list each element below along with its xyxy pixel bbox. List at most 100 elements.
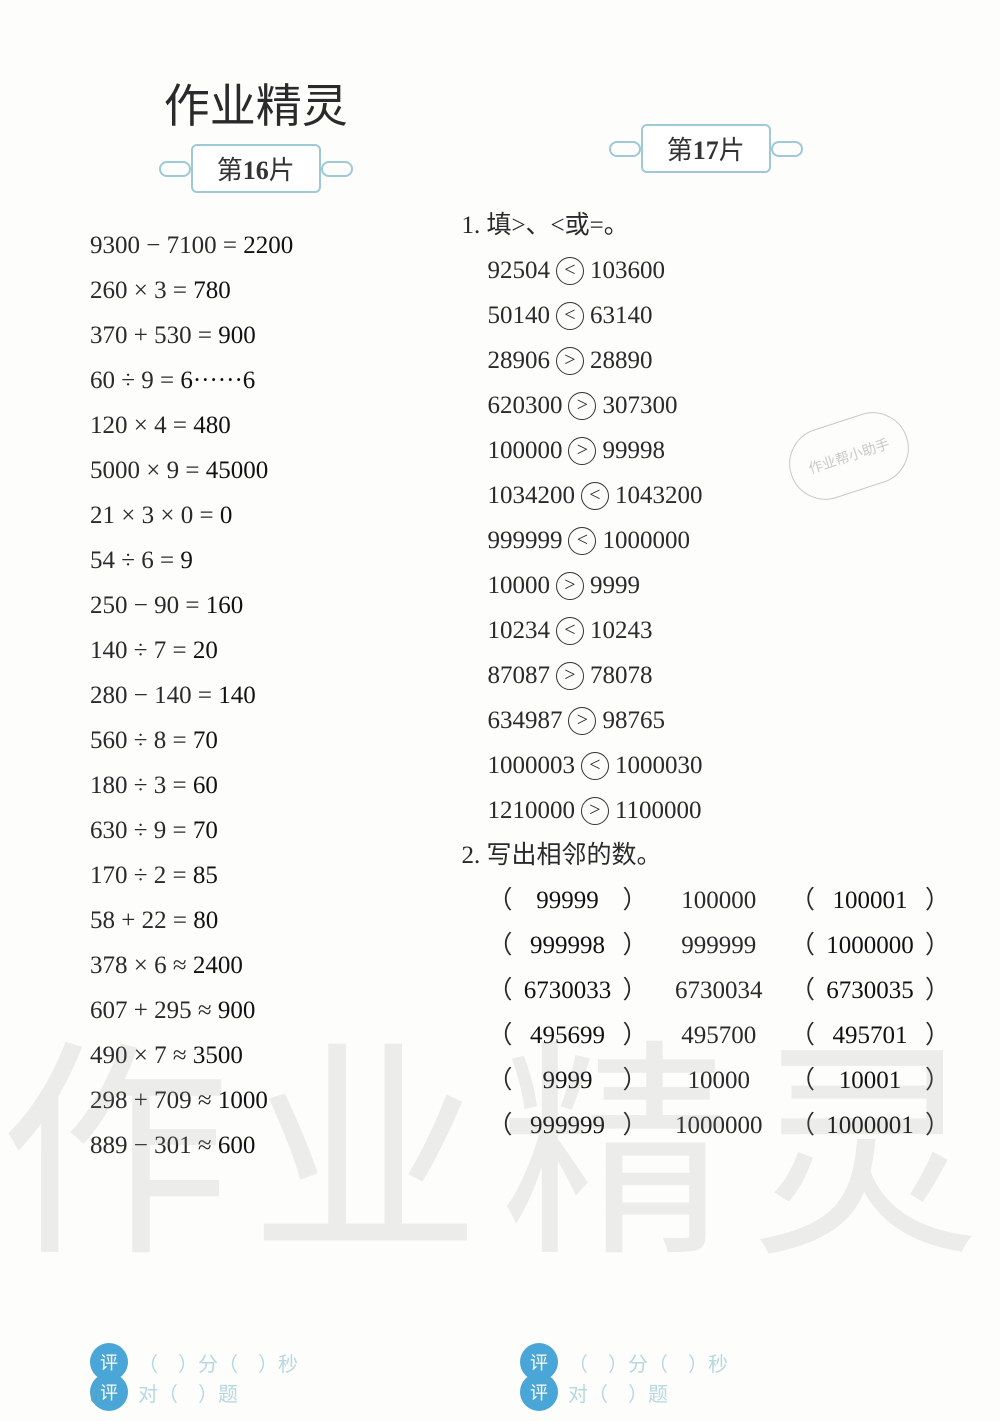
equation-expression: 889 − 301 ≈ [90, 1132, 218, 1159]
review-badge-icon: 评 [520, 1373, 558, 1411]
adjacent-middle: 10000 [654, 1058, 784, 1103]
adjacent-row: （495699） 495700 （495701） [487, 1013, 950, 1058]
equation-answer: 9 [180, 547, 193, 574]
paren-close: ） [925, 977, 950, 1004]
equation-row: 630 ÷ 9 = 70 [90, 808, 421, 853]
paren-open: （ [487, 932, 512, 959]
adjacent-after: 495701 [815, 1013, 925, 1058]
comparison-left: 10234 [487, 617, 550, 644]
paren-open: （ [487, 1112, 512, 1139]
equation-answer: 6······6 [180, 367, 255, 394]
paren-open: （ [790, 1067, 815, 1094]
adjacent-row: （999999） 1000000 （1000001） [487, 1103, 950, 1148]
equation-row: 21 × 3 × 0 = 0 [90, 493, 421, 538]
equation-expression: 120 × 4 = [90, 412, 193, 439]
worksheet-page: 作业精灵 第16片 9300 − 7100 = 2200260 × 3 = 78… [0, 0, 1000, 1421]
paren-open: （ [790, 977, 815, 1004]
adjacent-row: （6730033） 6730034 （6730035） [487, 968, 950, 1013]
paren-close: ） [925, 1022, 950, 1049]
equation-answer: 160 [206, 592, 244, 619]
paren-close: ） [622, 1022, 647, 1049]
adjacent-after: 6730035 [815, 968, 925, 1013]
equation-row: 60 ÷ 9 = 6······6 [90, 358, 421, 403]
adjacent-middle: 100000 [654, 878, 784, 923]
equation-row: 607 + 295 ≈ 900 [90, 988, 421, 1033]
adjacent-numbers-list: （99999） 100000 （100001）（999998） 999999 （… [461, 878, 950, 1148]
equation-row: 140 ÷ 7 = 20 [90, 628, 421, 673]
paren-close: ） [622, 977, 647, 1004]
comparison-left: 28906 [487, 347, 550, 374]
comparison-right: 307300 [602, 392, 677, 419]
equation-answer: 1000 [218, 1087, 268, 1114]
comparison-operator: > [556, 347, 584, 375]
paren-open: （ [790, 1022, 815, 1049]
card-16-label: 第16片 [90, 144, 421, 193]
paren-open: （ [790, 887, 815, 914]
equation-expression: 21 × 3 × 0 = [90, 502, 220, 529]
adjacent-row: （999998） 999999 （1000000） [487, 923, 950, 968]
paren-close: ） [925, 1112, 950, 1139]
paren-open: （ [790, 932, 815, 959]
comparison-right: 78078 [590, 662, 653, 689]
comparison-right: 10243 [590, 617, 653, 644]
question-2-title: 2. 写出相邻的数。 [461, 833, 950, 878]
equation-answer: 480 [193, 412, 231, 439]
equation-row: 180 ÷ 3 = 60 [90, 763, 421, 808]
comparison-row: 999999<1000000 [487, 518, 950, 563]
comparison-operator: > [568, 392, 596, 420]
paren-open: （ [487, 887, 512, 914]
equation-answer: 900 [218, 322, 256, 349]
paren-close: ） [622, 932, 647, 959]
paren-open: （ [790, 1112, 815, 1139]
equation-row: 170 ÷ 2 = 85 [90, 853, 421, 898]
comparison-row: 92504<103600 [487, 248, 950, 293]
equation-answer: 60 [193, 772, 218, 799]
adjacent-after: 10001 [815, 1058, 925, 1103]
card-label-prefix: 第 [667, 136, 693, 165]
comparison-operator: > [568, 707, 596, 735]
equation-answer: 3500 [193, 1042, 243, 1069]
adjacent-row: （99999） 100000 （100001） [487, 878, 950, 923]
adjacent-before: 99999 [512, 878, 622, 923]
column-card-16: 作业精灵 第16片 9300 − 7100 = 2200260 × 3 = 78… [90, 70, 421, 1168]
comparison-right: 63140 [590, 302, 653, 329]
card-label-suffix: 片 [269, 156, 295, 185]
adjacent-before: 6730033 [512, 968, 622, 1013]
comparison-left: 1210000 [487, 797, 575, 824]
comparison-right: 1043200 [615, 482, 703, 509]
page-number: 6 [90, 1383, 101, 1409]
equation-expression: 58 + 22 = [90, 907, 193, 934]
comparison-left: 1034200 [487, 482, 575, 509]
card-17-label: 第17片 [461, 124, 950, 173]
comparison-right: 9999 [590, 572, 640, 599]
handwritten-header: 作业精灵 [90, 70, 421, 136]
paren-close: ） [925, 887, 950, 914]
comparison-operator: < [568, 527, 596, 555]
comparison-left: 999999 [487, 527, 562, 554]
question-1-title: 1. 填>、<或=。 [461, 203, 950, 248]
comparison-left: 50140 [487, 302, 550, 329]
adjacent-before: 999999 [512, 1103, 622, 1148]
comparison-operator: < [556, 257, 584, 285]
equation-expression: 180 ÷ 3 = [90, 772, 193, 799]
equation-answer: 780 [193, 277, 231, 304]
equation-expression: 560 ÷ 8 = [90, 727, 193, 754]
comparison-row: 1210000>1100000 [487, 788, 950, 833]
equation-row: 889 − 301 ≈ 600 [90, 1123, 421, 1168]
paren-close: ） [622, 1067, 647, 1094]
equation-answer: 2400 [193, 952, 243, 979]
footer-score-label: 对（ ）题 [568, 1378, 668, 1407]
comparison-left: 10000 [487, 572, 550, 599]
equation-expression: 60 ÷ 9 = [90, 367, 180, 394]
card-label-suffix: 片 [719, 136, 745, 165]
adjacent-middle: 6730034 [654, 968, 784, 1013]
comparison-left: 87087 [487, 662, 550, 689]
footer-row-2: 评 对（ ）题 评 对（ ）题 [90, 1373, 950, 1411]
equation-answer: 70 [193, 817, 218, 844]
equation-row: 9300 − 7100 = 2200 [90, 223, 421, 268]
adjacent-middle: 495700 [654, 1013, 784, 1058]
comparison-left: 100000 [487, 437, 562, 464]
adjacent-after: 1000001 [815, 1103, 925, 1148]
equation-expression: 370 + 530 = [90, 322, 218, 349]
comparison-operator: > [556, 662, 584, 690]
